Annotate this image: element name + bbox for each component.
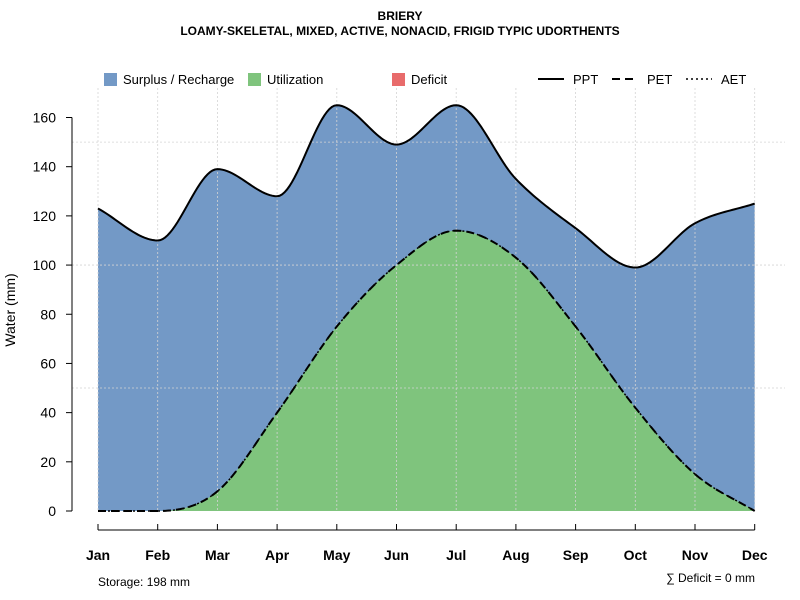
utilization-area — [98, 230, 755, 511]
legend-label-aet: AET — [721, 72, 746, 87]
x-tick-label-jul: Jul — [446, 547, 466, 563]
x-tick-label-nov: Nov — [682, 547, 709, 563]
area-layer — [98, 105, 755, 511]
x-tick-label-dec: Dec — [742, 547, 768, 563]
y-tick-label-120: 120 — [33, 208, 57, 224]
deficit-note: ∑ Deficit = 0 mm — [666, 571, 755, 585]
legend: Surplus / Recharge Utilization Deficit PPT P… — [104, 72, 746, 87]
legend-swatch-surplus-recharge — [104, 73, 117, 86]
series-lines — [97, 104, 756, 512]
ppt-line — [97, 104, 756, 269]
x-tick-label-mar: Mar — [205, 547, 230, 563]
y-tick-label-0: 0 — [48, 503, 56, 519]
legend-label-pet: PET — [647, 72, 672, 87]
x-tick-label-oct: Oct — [624, 547, 648, 563]
y-tick-label-100: 100 — [33, 257, 57, 273]
y-tick-label-40: 40 — [40, 405, 56, 421]
y-tick-label-60: 60 — [40, 355, 56, 371]
gridlines — [72, 88, 785, 511]
legend-label-surplus-recharge: Surplus / Recharge — [123, 72, 234, 87]
legend-swatch-utilization — [248, 73, 261, 86]
y-tick-label-80: 80 — [40, 306, 56, 322]
y-tick-label-160: 160 — [33, 110, 57, 126]
x-tick-label-sep: Sep — [563, 547, 589, 563]
annotations: Storage: 198 mm ∑ Deficit = 0 mm — [98, 571, 755, 589]
legend-label-deficit: Deficit — [411, 72, 448, 87]
legend-label-ppt: PPT — [573, 72, 598, 87]
y-tick-label-20: 20 — [40, 454, 56, 470]
x-tick-label-jan: Jan — [86, 547, 110, 563]
axes: 0 20 40 60 80 100 120 140 160 Water (mm) Jan Feb Mar… — [2, 110, 768, 563]
storage-note: Storage: 198 mm — [98, 575, 190, 589]
aet-line — [98, 229, 756, 512]
legend-swatch-deficit — [392, 73, 405, 86]
y-tick-label-140: 140 — [33, 159, 57, 175]
legend-label-utilization: Utilization — [267, 72, 323, 87]
x-tick-label-feb: Feb — [145, 547, 170, 563]
x-tick-label-may: May — [323, 547, 350, 563]
chart-title: BRIERY — [377, 9, 423, 23]
x-tick-label-jun: Jun — [384, 547, 409, 563]
y-axis-label: Water (mm) — [2, 273, 18, 346]
chart-subtitle: LOAMY-SKELETAL, MIXED, ACTIVE, NONACID, … — [180, 24, 620, 38]
x-tick-label-aug: Aug — [502, 547, 529, 563]
x-tick-label-apr: Apr — [265, 547, 290, 563]
